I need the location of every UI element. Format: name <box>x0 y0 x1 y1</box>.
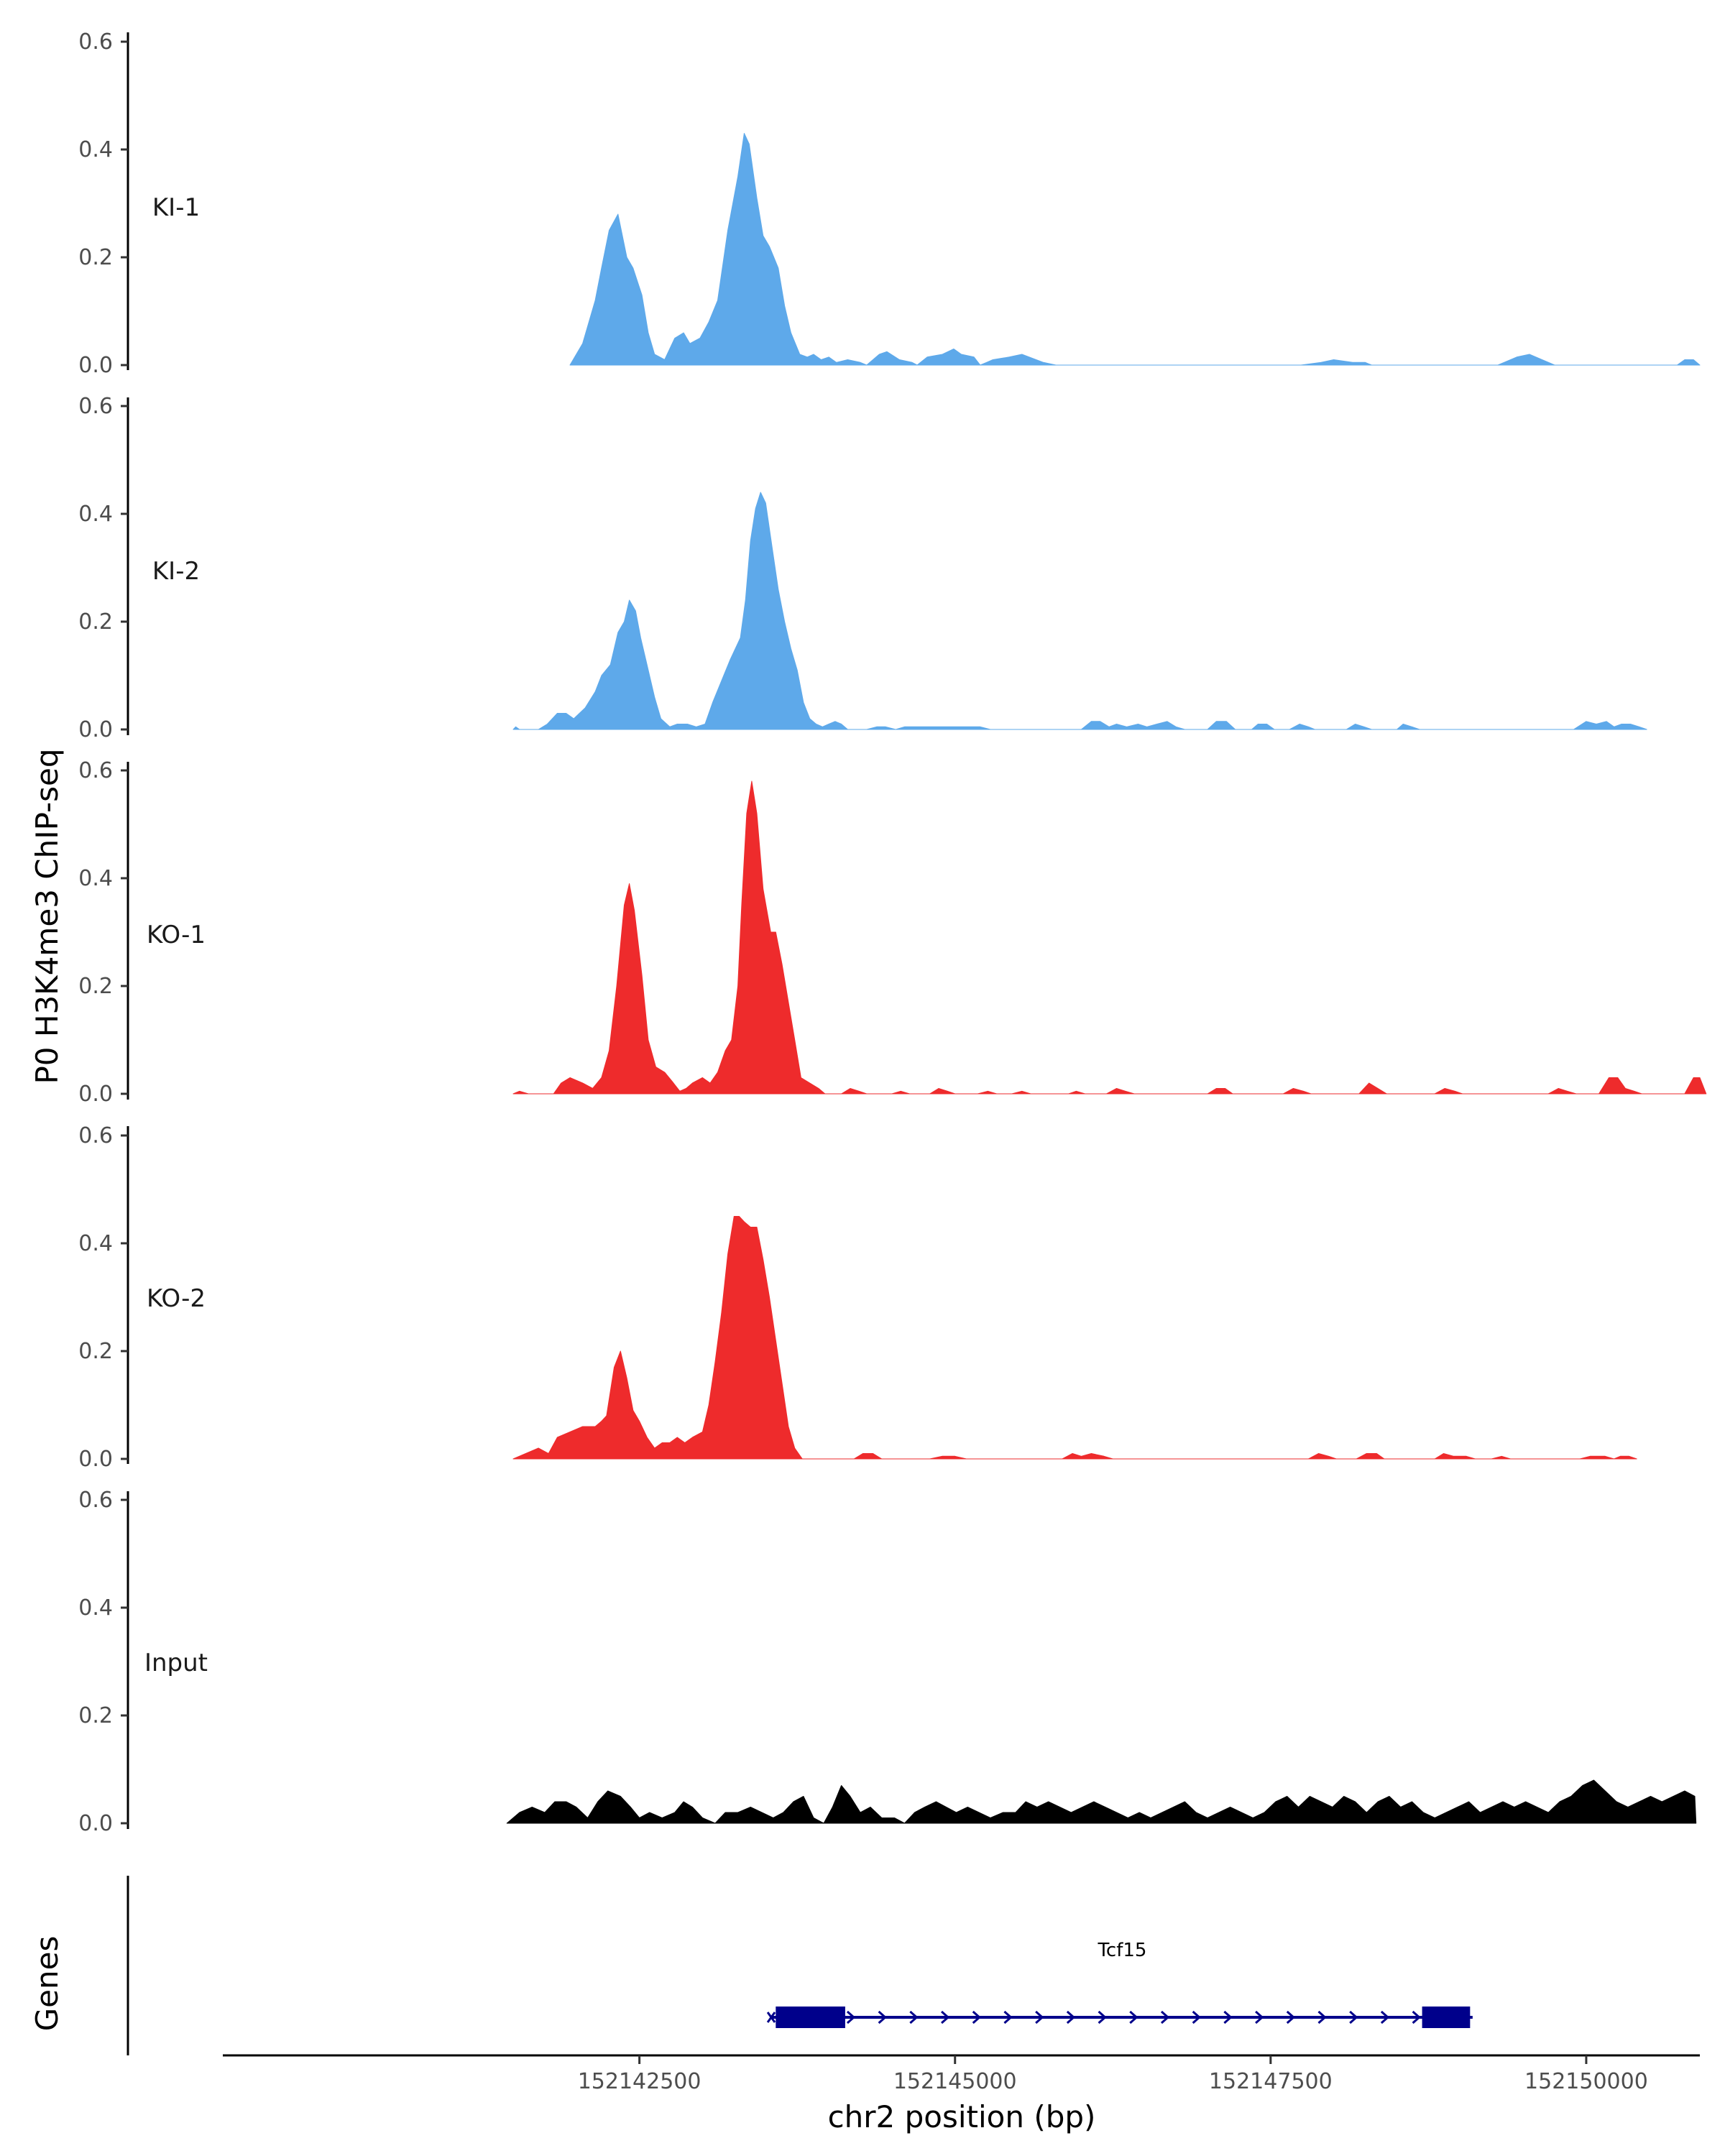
y-tick-label: 0.2 <box>78 609 113 635</box>
y-tick-label: 0.4 <box>78 137 113 162</box>
y-tick-label: 0.2 <box>78 974 113 999</box>
track-label: KI-2 <box>152 557 200 586</box>
signal-area <box>512 1216 1637 1460</box>
strand-arrow-icon <box>1003 2010 1013 2024</box>
y-tick-label: 0.6 <box>78 394 113 419</box>
track-input: Input 0.0 0.2 0.4 0.6 <box>78 1488 1697 1836</box>
signal-area <box>512 780 1707 1095</box>
track-label: Input <box>144 1649 208 1677</box>
gene-name-label: Tcf15 <box>1097 1940 1146 1961</box>
gene-exon <box>776 2007 845 2028</box>
strand-arrow-icon <box>941 2010 950 2024</box>
strand-arrow-icon <box>1223 2010 1233 2024</box>
track-y-ticks: 0.0 0.2 0.4 0.6 <box>78 758 128 1107</box>
y-tick-label: 0.0 <box>78 717 113 742</box>
gene-model <box>766 2007 1473 2028</box>
strand-arrow-icon <box>1129 2010 1138 2024</box>
track-label: KI-1 <box>152 193 200 222</box>
y-tick-label: 0.0 <box>78 1447 113 1472</box>
y-tick-label: 0.0 <box>78 1811 113 1836</box>
track-label: KO-2 <box>147 1284 206 1313</box>
track-y-ticks: 0.0 0.2 0.4 0.6 <box>78 1488 128 1836</box>
strand-arrow-icon <box>1192 2010 1201 2024</box>
track-ki-2: KI-2 0.0 0.2 0.4 0.6 <box>78 394 1647 742</box>
track-y-ticks: 0.0 0.2 0.4 0.6 <box>78 394 128 742</box>
strand-arrow-icon <box>1255 2010 1264 2024</box>
x-axis-ticks: 152142500 152145000 152147500 152150000 <box>578 2055 1648 2094</box>
strand-arrow-icon <box>1317 2010 1327 2024</box>
strand-arrow-icon <box>1349 2010 1358 2024</box>
strand-arrow-icon <box>1066 2010 1076 2024</box>
strand-arrow-icon <box>1380 2010 1390 2024</box>
signal-area <box>569 133 1701 366</box>
strand-arrow-icon <box>1412 2010 1421 2024</box>
y-tick-label: 0.6 <box>78 758 113 783</box>
y-tick-label: 0.2 <box>78 1703 113 1728</box>
y-tick-label: 0.4 <box>78 1231 113 1256</box>
strand-arrow-icon <box>878 2010 887 2024</box>
genes-axis-title: Genes <box>29 1936 65 2032</box>
track-ko-2: KO-2 0.0 0.2 0.4 0.6 <box>78 1123 1637 1472</box>
gene-exon <box>1422 2007 1471 2028</box>
track-y-ticks: 0.0 0.2 0.4 0.6 <box>78 29 128 378</box>
strand-arrow-icon <box>1035 2010 1044 2024</box>
strand-arrow-icon <box>909 2010 919 2024</box>
strand-arrow-icon <box>1098 2010 1107 2024</box>
x-axis-title: chr2 position (bp) <box>828 2099 1096 2134</box>
strand-arrow-icon <box>1160 2010 1170 2024</box>
y-tick-label: 0.4 <box>78 1595 113 1621</box>
x-tick-label: 152142500 <box>578 2069 702 2094</box>
genes-panel: Genes Tcf15 <box>29 1876 1473 2055</box>
track-ko-1: KO-1 0.0 0.2 0.4 0.6 <box>78 758 1707 1107</box>
gene-start-marker-icon <box>766 2012 776 2023</box>
y-tick-label: 0.4 <box>78 502 113 527</box>
y-axis-title: P0 H3K4me3 ChIP-seq <box>29 748 65 1084</box>
y-tick-label: 0.0 <box>78 353 113 378</box>
strand-arrow-icon <box>846 2010 856 2024</box>
x-tick-label: 152150000 <box>1524 2069 1648 2094</box>
y-tick-label: 0.4 <box>78 866 113 891</box>
y-tick-label: 0.6 <box>78 1123 113 1148</box>
track-ki-1: KI-1 0.0 0.2 0.4 0.6 <box>78 29 1701 378</box>
y-tick-label: 0.6 <box>78 1488 113 1513</box>
signal-area <box>506 1779 1697 1824</box>
x-tick-label: 152145000 <box>893 2069 1017 2094</box>
track-label: KO-1 <box>147 921 206 949</box>
y-tick-label: 0.0 <box>78 1082 113 1107</box>
track-y-ticks: 0.0 0.2 0.4 0.6 <box>78 1123 128 1472</box>
signal-area <box>512 492 1647 730</box>
strand-arrow-icon <box>972 2010 981 2024</box>
x-tick-label: 152147500 <box>1209 2069 1333 2094</box>
x-axis: 152142500 152145000 152147500 152150000 chr… <box>223 2054 1700 2134</box>
y-tick-label: 0.2 <box>78 1339 113 1364</box>
strand-arrow-icon <box>1286 2010 1296 2024</box>
y-tick-label: 0.6 <box>78 29 113 55</box>
y-tick-label: 0.2 <box>78 245 113 270</box>
